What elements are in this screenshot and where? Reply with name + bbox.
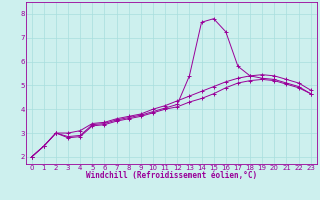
X-axis label: Windchill (Refroidissement éolien,°C): Windchill (Refroidissement éolien,°C): [86, 171, 257, 180]
